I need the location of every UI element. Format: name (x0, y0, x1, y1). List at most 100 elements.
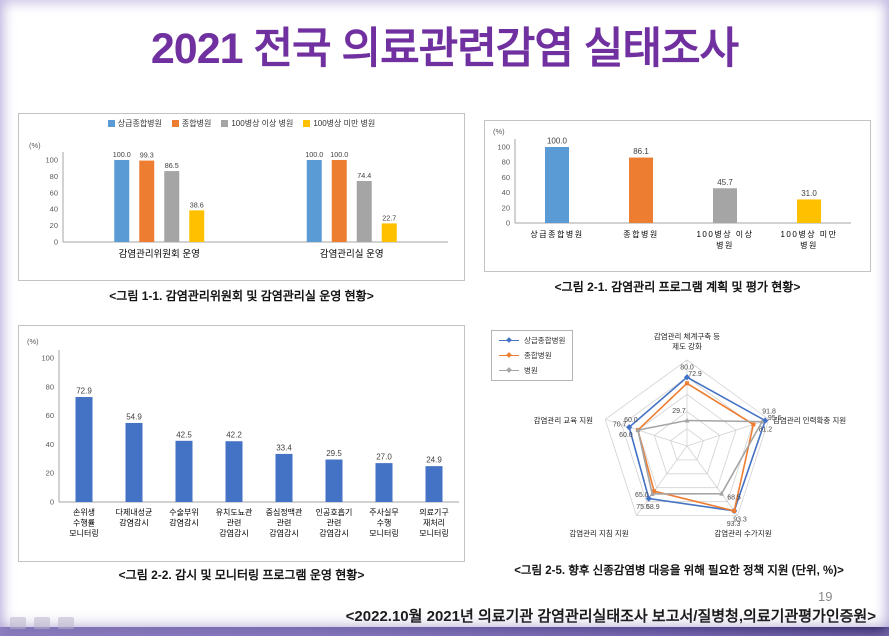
page-title: 2021 전국 의료관련감염 실태조사 (150, 25, 739, 73)
radar-value-label: 93.3 (733, 517, 747, 524)
y-tick-label: 40 (50, 205, 58, 214)
value-label: 99.3 (140, 151, 154, 160)
value-label: 72.9 (76, 387, 92, 396)
category-label: 유치도뇨관 (216, 507, 253, 517)
radar-spoke (686, 445, 738, 516)
bar (114, 160, 130, 242)
category-label: 종합병원 (623, 230, 658, 239)
bar (375, 463, 393, 502)
y-tick-label: 0 (50, 498, 54, 507)
radar-value-label: 68.9 (646, 504, 660, 511)
category-label: 100병상 이상 (696, 229, 753, 239)
radar-value-label: 93.3 (727, 521, 741, 528)
y-tick-label: 0 (54, 238, 58, 247)
bar (356, 180, 372, 242)
category-label: 병원 (716, 241, 734, 250)
radar-value-label: 60.0 (624, 417, 638, 424)
bar (331, 160, 347, 242)
y-tick-label: 40 (46, 440, 54, 449)
series-marker (751, 422, 756, 427)
taskbar-icon-1[interactable] (10, 617, 26, 629)
category-label: 주사실무 (369, 507, 398, 517)
legend-marker (506, 336, 512, 343)
chart1-caption: <그림 1-1. 감염관리위원회 및 감염관리실 운영 현황> (109, 289, 374, 303)
bar (425, 466, 443, 502)
legend-label: 병원 (524, 366, 538, 375)
corner-icon-group (10, 617, 74, 629)
category-label: 다제내성균 (116, 508, 153, 517)
bar (381, 223, 397, 242)
value-label: 74.4 (357, 171, 371, 180)
legend-marker (506, 366, 512, 373)
series-marker (652, 489, 657, 494)
y-tick-label: 60 (46, 411, 54, 420)
category-label: 감염감시 (269, 528, 298, 538)
value-label: 45.7 (717, 178, 733, 187)
category-label: 의료기구 (419, 507, 448, 517)
bar (225, 441, 243, 502)
radar-spoke (605, 419, 688, 447)
chart1-legend: 상급종합병원 종합병원 100병상 이상 병원 100병상 미만 병원 (19, 118, 464, 129)
category-label: 100병상 미만 (780, 229, 837, 239)
source-citation: <2022.10월 2021년 의료기관 감염관리실태조사 보고서/질병청,의료… (345, 608, 876, 625)
bar (275, 453, 293, 502)
radar-axis-label: 감염관리 인력확충 지원 (773, 415, 846, 425)
value-label: 86.1 (633, 147, 649, 156)
radar-value-label: 80.0 (680, 365, 694, 372)
radar-legend-item: 상급종합병원 (499, 335, 565, 346)
value-label: 100.0 (330, 150, 348, 159)
category-label: 관련 (227, 518, 242, 528)
value-label: 38.6 (190, 200, 204, 209)
radar-legend-item: 병원 (499, 365, 565, 376)
legend-swatch (107, 120, 115, 127)
category-label: 수술부위 (169, 507, 198, 517)
value-label: 100.0 (113, 150, 131, 159)
legend-line (499, 336, 519, 343)
value-label: 33.4 (276, 443, 292, 452)
bar (125, 422, 143, 502)
legend-item: 상급종합병원 (107, 118, 162, 129)
bar (306, 160, 322, 242)
category-label: 인공호흡기 (316, 507, 353, 517)
category-label: 상급종합병원 (530, 229, 583, 239)
legend-item: 종합병원 (171, 118, 211, 129)
legend-label: 상급종합병원 (117, 119, 162, 128)
legend-swatch (171, 120, 179, 127)
y-tick-label: 100 (41, 354, 54, 363)
legend-label: 종합병원 (524, 351, 552, 360)
y-tick-label: 60 (502, 173, 510, 182)
value-label: 27.0 (376, 453, 392, 462)
legend-swatch (221, 120, 229, 127)
category-label: 감염관리실 운영 (320, 248, 384, 260)
chart1-grouped-bar-canvas: (%) 0 20 40 60 80 100 100.0 99.3 86.5 38.6 감염관리위원회 … (29, 141, 448, 260)
radar-axis-label: 제도 강화 (672, 341, 702, 351)
page-number: 19 (818, 589, 833, 604)
y-tick-label: 100 (497, 143, 510, 152)
value-label: 100.0 (305, 150, 323, 159)
category-label: 병원 (800, 241, 818, 250)
y-tick-label: 20 (46, 469, 54, 478)
legend-line (499, 366, 519, 373)
taskbar-icon-2[interactable] (34, 617, 50, 629)
y-tick-label: 100 (45, 156, 58, 165)
value-label: 86.5 (165, 161, 179, 170)
y-tick-label: 80 (46, 382, 54, 391)
radar-grid-ring (670, 428, 704, 461)
bar (175, 440, 193, 502)
taskbar-icon-3[interactable] (58, 617, 74, 629)
category-label: 감염감시 (119, 518, 148, 528)
bar (325, 459, 343, 502)
category-label: 감염감시 (169, 518, 198, 528)
legend-label: 100병상 미만 병원 (313, 119, 376, 128)
series-marker (719, 491, 725, 496)
chart4-caption: <그림 2-5. 향후 신종감염병 대응을 위해 필요한 정책 지원 (단위, … (514, 565, 844, 577)
legend-marker (506, 351, 512, 358)
category-label: 감염감시 (219, 528, 248, 538)
radar-axis-label: 감염관리 체계구축 등 (654, 331, 720, 341)
series-marker (759, 419, 765, 424)
bar (75, 397, 93, 502)
